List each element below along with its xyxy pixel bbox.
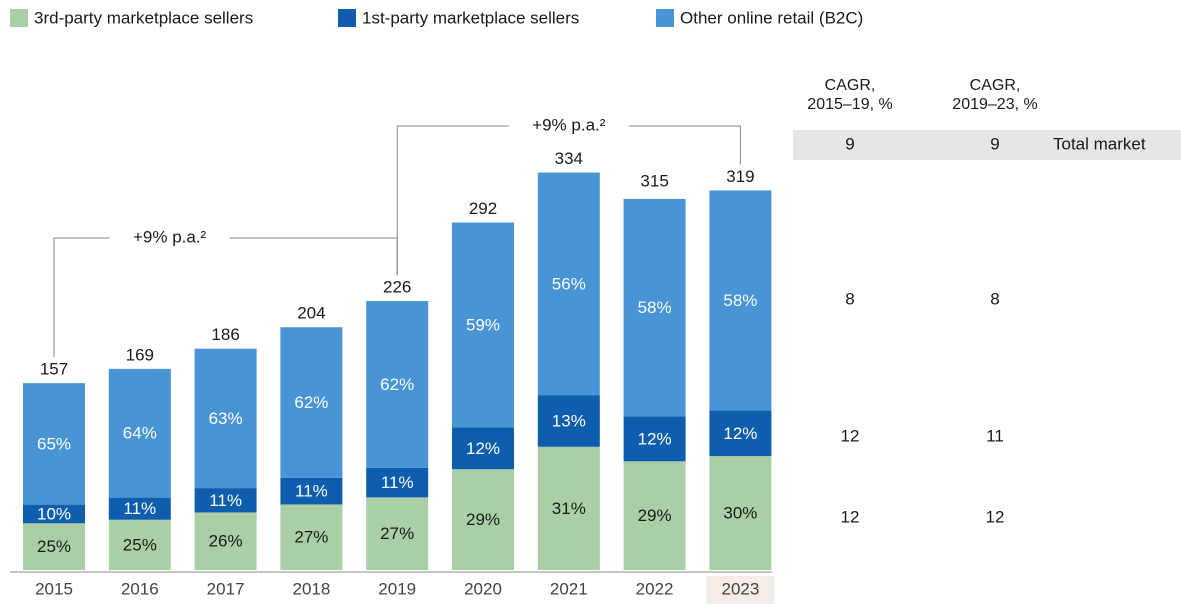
bar-segment <box>108 519 171 570</box>
bar-segment <box>366 497 429 570</box>
bar-segment <box>452 427 514 470</box>
bar-segment <box>709 190 772 411</box>
legend-swatch <box>656 9 674 27</box>
table-band <box>793 130 1181 160</box>
total-label: 204 <box>297 304 325 323</box>
x-tick-label: 2016 <box>121 579 159 598</box>
bar-segment <box>280 504 343 570</box>
segment-label: 62% <box>380 375 414 394</box>
table-cell: 11 <box>986 426 1004 445</box>
segment-label: 11% <box>123 499 156 518</box>
total-label: 292 <box>469 199 497 218</box>
segment-label: 11% <box>295 482 328 501</box>
x-tick-label: 2020 <box>464 579 502 598</box>
segment-label: 31% <box>552 499 586 518</box>
annotation-bg <box>508 114 629 138</box>
legend-label: 1st-party marketplace sellers <box>362 8 579 27</box>
bar-segment <box>108 368 171 498</box>
table-cell: 9 <box>845 134 854 153</box>
segment-label: 11% <box>381 473 414 492</box>
bar-segment <box>452 222 514 428</box>
annotation: +9% p.a.² <box>532 115 606 134</box>
bar-segment <box>23 383 85 505</box>
table-cell: 12 <box>841 507 860 526</box>
annotation: +9% p.a.² <box>133 227 207 246</box>
legend-swatch <box>10 9 28 27</box>
bar-segment <box>194 512 257 570</box>
row-label: Total market <box>1053 134 1146 153</box>
x-tick-label: 2022 <box>636 579 674 598</box>
segment-label: 65% <box>37 434 71 453</box>
bar-segment <box>194 348 257 489</box>
bar-segment <box>23 504 85 524</box>
segment-label: 11% <box>209 491 242 510</box>
total-label: 319 <box>726 167 754 186</box>
bar-segment <box>623 461 686 570</box>
segment-label: 29% <box>638 506 672 525</box>
total-label: 315 <box>640 172 668 191</box>
legend-label: 3rd-party marketplace sellers <box>34 8 253 27</box>
segment-label: 64% <box>123 424 157 443</box>
segment-label: 25% <box>37 537 71 556</box>
bar-segment <box>537 395 600 447</box>
segment-label: 59% <box>466 316 500 335</box>
segment-label: 62% <box>294 393 328 412</box>
segment-label: 58% <box>638 298 672 317</box>
segment-label: 12% <box>723 424 757 443</box>
bar-segment <box>23 523 85 570</box>
total-label: 334 <box>555 149 583 168</box>
segment-label: 58% <box>723 291 757 310</box>
segment-label: 63% <box>209 409 243 428</box>
segment-label: 29% <box>466 510 500 529</box>
x-tick-label: 2021 <box>550 579 588 598</box>
x-tick-label: 2017 <box>207 579 245 598</box>
bar-segment <box>366 467 429 498</box>
highlight-bg <box>706 576 775 604</box>
segment-label: 27% <box>380 524 414 543</box>
segment-label: 12% <box>466 439 500 458</box>
segment-label: 56% <box>552 274 586 293</box>
bar-segment <box>194 488 257 513</box>
segment-label: 13% <box>552 411 586 430</box>
bar-segment <box>280 327 343 478</box>
total-label: 226 <box>383 278 411 297</box>
table-cell: 9 <box>990 134 999 153</box>
legend-swatch <box>338 9 356 27</box>
segment-label: 25% <box>123 535 157 554</box>
bar-segment <box>709 410 772 457</box>
bar-segment <box>709 456 772 570</box>
x-tick-label: 2018 <box>292 579 330 598</box>
segment-label: 26% <box>209 532 243 551</box>
table-header: 2019–23, % <box>952 96 1037 113</box>
total-label: 157 <box>40 360 68 379</box>
table-header: CAGR, <box>825 77 876 94</box>
bar-segment <box>623 198 686 417</box>
segment-label: 27% <box>294 528 328 547</box>
bar-segment <box>108 497 171 520</box>
x-tick-label: 2023 <box>721 579 759 598</box>
segment-label: 30% <box>723 504 757 523</box>
table-cell: 8 <box>845 289 854 308</box>
total-label: 186 <box>211 325 239 344</box>
bar-segment <box>623 416 686 462</box>
annotation-bg <box>109 226 230 250</box>
x-tick-label: 2019 <box>378 579 416 598</box>
bar-segment <box>452 469 514 570</box>
bar-segment <box>366 301 429 468</box>
table-cell: 12 <box>986 507 1005 526</box>
table-header: 2015–19, % <box>807 96 892 113</box>
total-label: 169 <box>126 345 154 364</box>
segment-label: 12% <box>638 429 672 448</box>
table-header: CAGR, <box>970 77 1021 94</box>
segment-label: 10% <box>37 504 71 523</box>
table-cell: 8 <box>990 289 999 308</box>
bar-segment <box>537 446 600 570</box>
bar-segment <box>537 172 600 396</box>
x-tick-label: 2015 <box>35 579 73 598</box>
table-cell: 12 <box>841 426 860 445</box>
legend-label: Other online retail (B2C) <box>680 8 863 27</box>
bar-segment <box>280 477 343 505</box>
